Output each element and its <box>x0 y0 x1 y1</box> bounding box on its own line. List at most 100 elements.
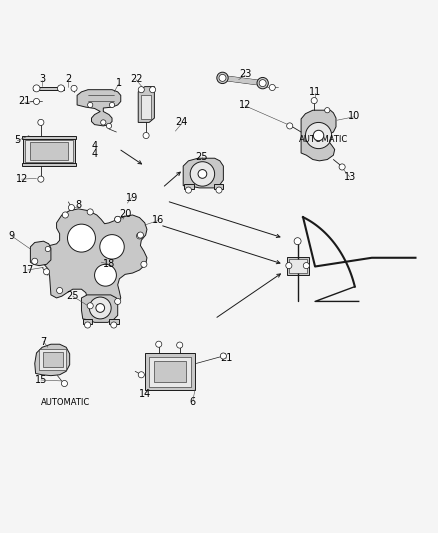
Text: 20: 20 <box>119 209 131 219</box>
Bar <box>39 349 66 370</box>
Circle shape <box>106 123 112 128</box>
Text: 6: 6 <box>190 397 196 407</box>
Circle shape <box>96 304 105 312</box>
Text: 10: 10 <box>348 111 360 121</box>
Circle shape <box>38 119 44 125</box>
Text: 1: 1 <box>116 78 122 88</box>
Circle shape <box>339 164 345 170</box>
Circle shape <box>62 212 68 218</box>
Circle shape <box>45 246 50 252</box>
Circle shape <box>87 209 93 215</box>
Circle shape <box>88 102 93 108</box>
Text: 22: 22 <box>130 74 142 84</box>
Circle shape <box>115 216 121 222</box>
Text: 14: 14 <box>139 389 151 399</box>
Polygon shape <box>40 209 147 308</box>
Bar <box>154 361 186 382</box>
Text: 11: 11 <box>309 87 321 97</box>
Text: 24: 24 <box>176 117 188 127</box>
Circle shape <box>311 98 317 103</box>
Text: 4: 4 <box>92 149 98 159</box>
Text: 9: 9 <box>9 231 14 241</box>
Bar <box>30 142 68 159</box>
Polygon shape <box>77 90 121 126</box>
Circle shape <box>257 77 268 89</box>
Bar <box>287 257 309 275</box>
Polygon shape <box>81 295 118 322</box>
Bar <box>109 319 119 324</box>
Circle shape <box>259 79 266 87</box>
Polygon shape <box>35 344 70 376</box>
Circle shape <box>89 297 111 319</box>
Circle shape <box>143 133 149 139</box>
Circle shape <box>138 372 145 378</box>
Text: 12: 12 <box>239 100 251 110</box>
Text: 21: 21 <box>221 353 233 363</box>
Circle shape <box>294 238 301 245</box>
Bar <box>25 140 73 161</box>
Text: 13: 13 <box>344 172 356 182</box>
Circle shape <box>100 235 124 259</box>
Text: 15: 15 <box>35 375 47 385</box>
Circle shape <box>33 99 39 104</box>
Circle shape <box>141 261 147 268</box>
Bar <box>214 183 223 189</box>
Text: 2: 2 <box>65 74 71 84</box>
Text: 23: 23 <box>239 69 251 79</box>
Bar <box>42 352 63 367</box>
Circle shape <box>61 381 67 386</box>
Text: 17: 17 <box>21 265 34 275</box>
Text: 12: 12 <box>15 174 28 184</box>
Polygon shape <box>33 87 64 90</box>
Circle shape <box>219 75 226 82</box>
Bar <box>83 319 92 324</box>
Polygon shape <box>183 158 223 188</box>
Circle shape <box>85 322 91 328</box>
Circle shape <box>71 85 77 92</box>
Circle shape <box>220 353 226 359</box>
Circle shape <box>67 224 95 252</box>
Text: 8: 8 <box>75 200 81 211</box>
Text: 5: 5 <box>14 135 21 145</box>
Circle shape <box>111 322 117 328</box>
Circle shape <box>325 108 330 113</box>
Bar <box>21 135 76 139</box>
Bar <box>149 357 191 386</box>
Circle shape <box>150 87 155 93</box>
Circle shape <box>38 176 44 182</box>
Bar <box>145 352 195 390</box>
Bar <box>184 183 194 189</box>
Polygon shape <box>301 110 336 161</box>
Circle shape <box>190 161 215 186</box>
Circle shape <box>87 303 93 309</box>
Circle shape <box>305 123 332 149</box>
Text: 18: 18 <box>103 260 115 269</box>
Text: AUTOMATIC: AUTOMATIC <box>41 398 90 407</box>
Circle shape <box>95 264 117 286</box>
Circle shape <box>177 342 183 348</box>
Text: 4: 4 <box>92 141 98 151</box>
Bar <box>22 138 75 164</box>
Circle shape <box>269 84 276 91</box>
Circle shape <box>303 263 309 269</box>
Polygon shape <box>30 241 51 265</box>
Text: 7: 7 <box>40 337 46 346</box>
Circle shape <box>286 263 292 269</box>
Circle shape <box>32 258 38 264</box>
Circle shape <box>57 85 64 92</box>
Polygon shape <box>141 95 151 119</box>
Bar <box>289 259 307 273</box>
Text: 16: 16 <box>152 215 164 225</box>
Bar <box>21 163 76 166</box>
Circle shape <box>287 123 293 129</box>
Polygon shape <box>138 87 154 123</box>
Circle shape <box>198 169 207 179</box>
Circle shape <box>137 233 143 239</box>
Circle shape <box>110 102 115 108</box>
Text: 21: 21 <box>18 96 31 107</box>
Text: AUTOMATIC: AUTOMATIC <box>299 135 348 144</box>
Circle shape <box>217 72 228 84</box>
Text: 25: 25 <box>195 152 208 163</box>
Circle shape <box>185 187 191 193</box>
Circle shape <box>115 298 121 304</box>
